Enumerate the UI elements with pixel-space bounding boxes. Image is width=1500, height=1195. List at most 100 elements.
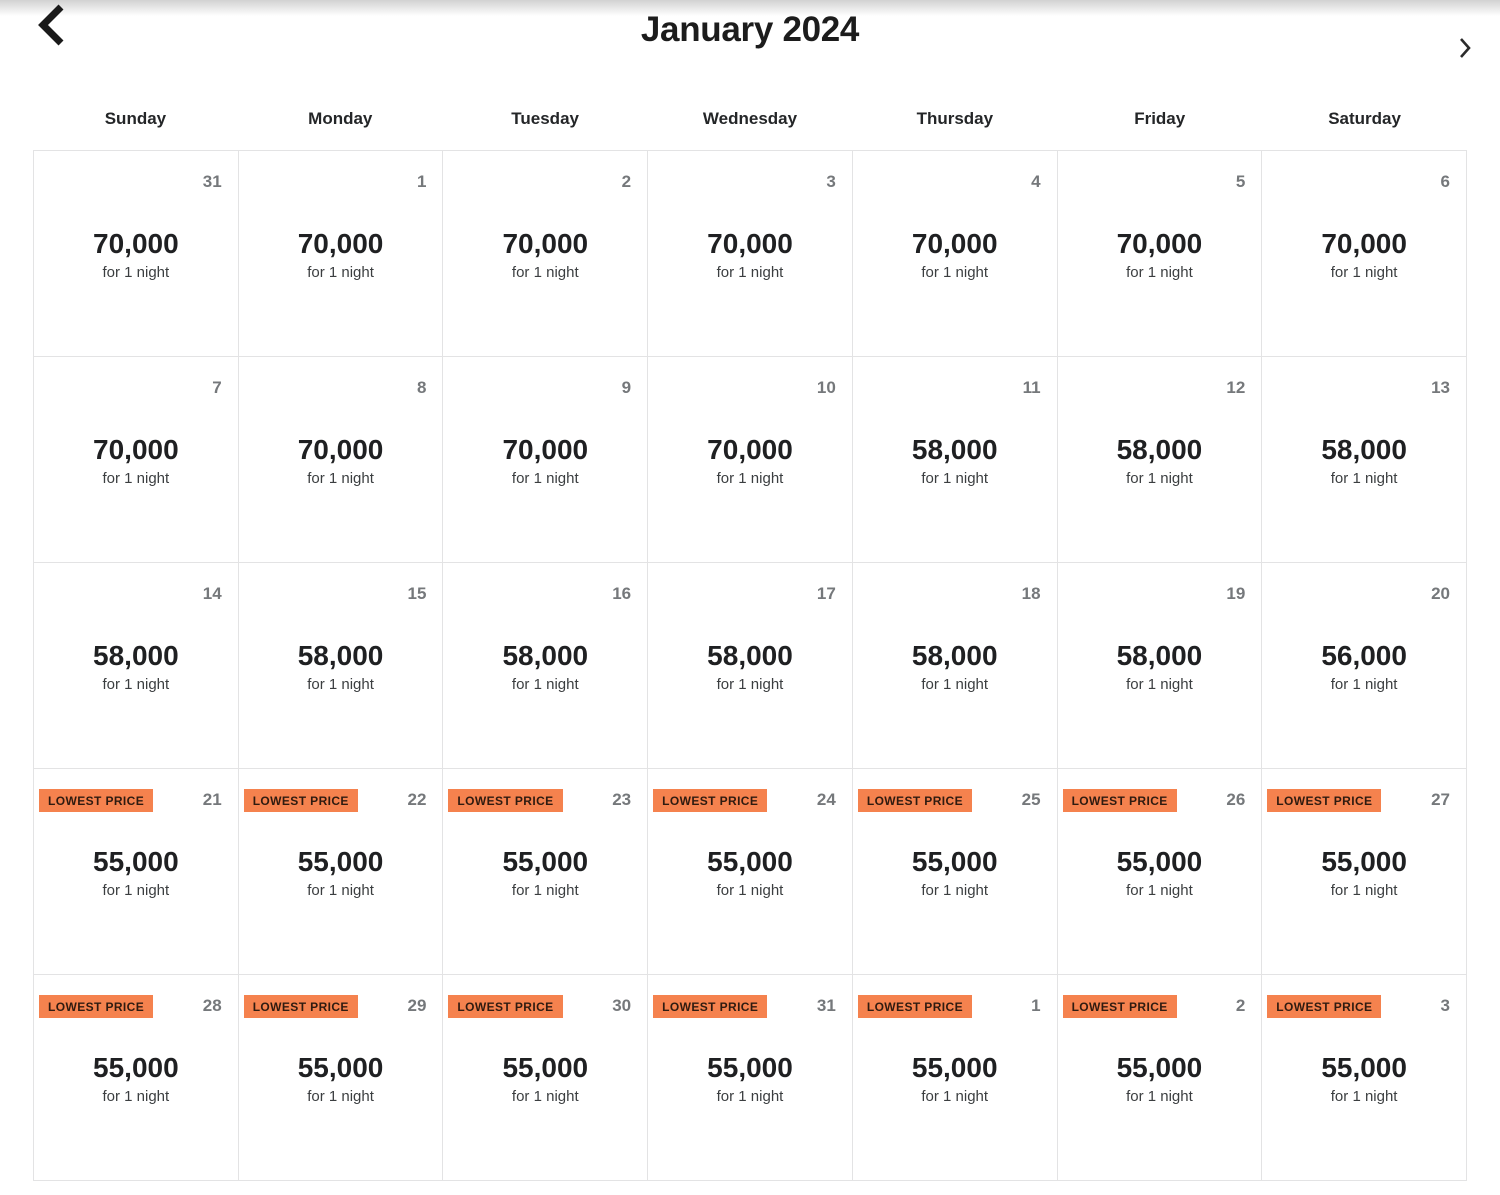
price-value: 58,000 xyxy=(1321,434,1407,465)
price-unit-label: for 1 night xyxy=(921,676,989,693)
calendar-day-cell[interactable]: 11 58,000 for 1 night xyxy=(852,357,1058,563)
calendar-day-cell[interactable]: LOWEST PRICE 2 55,000 for 1 night xyxy=(1057,975,1263,1181)
calendar-day-cell[interactable]: 7 70,000 for 1 night xyxy=(34,357,239,563)
calendar-day-cell[interactable]: LOWEST PRICE 3 55,000 for 1 night xyxy=(1262,975,1467,1181)
calendar-day-cell[interactable]: 10 70,000 for 1 night xyxy=(648,357,853,563)
cell-top-row: LOWEST PRICE 25 xyxy=(857,787,1041,813)
day-number: 4 xyxy=(1031,172,1041,191)
calendar-day-cell[interactable]: 15 58,000 for 1 night xyxy=(238,563,444,769)
price-unit-label: for 1 night xyxy=(511,676,579,693)
calendar-day-cell[interactable]: LOWEST PRICE 23 55,000 for 1 night xyxy=(443,769,649,975)
price-unit-label: for 1 night xyxy=(307,676,374,693)
calendar-day-cell[interactable]: 13 58,000 for 1 night xyxy=(1262,357,1467,563)
calendar-day-cell[interactable]: 2 70,000 for 1 night xyxy=(443,151,649,357)
price-value: 55,000 xyxy=(1116,1052,1203,1083)
cell-top-row: LOWEST PRICE 27 xyxy=(1267,787,1450,813)
calendar-day-cell[interactable]: LOWEST PRICE 28 55,000 for 1 night xyxy=(34,975,239,1181)
calendar-day-cell[interactable]: LOWEST PRICE 21 55,000 for 1 night xyxy=(34,769,239,975)
calendar-day-cell[interactable]: 3 70,000 for 1 night xyxy=(648,151,853,357)
lowest-price-badge: LOWEST PRICE xyxy=(653,788,768,812)
calendar-day-cell[interactable]: LOWEST PRICE 1 55,000 for 1 night xyxy=(852,975,1058,1181)
price-unit-label: for 1 night xyxy=(921,470,989,487)
price-unit-label: for 1 night xyxy=(1126,882,1193,899)
day-number: 6 xyxy=(1440,172,1450,191)
price-unit-label: for 1 night xyxy=(102,264,170,281)
calendar-day-cell[interactable]: 17 58,000 for 1 night xyxy=(648,563,853,769)
previous-month-button[interactable] xyxy=(34,2,68,51)
weekday-label: Saturday xyxy=(1328,109,1401,128)
price-unit-label: for 1 night xyxy=(307,264,374,281)
day-number: 3 xyxy=(1440,996,1450,1015)
day-number: 9 xyxy=(621,378,632,397)
cell-top-row: LOWEST PRICE 3 xyxy=(1267,993,1450,1019)
calendar-day-cell[interactable]: LOWEST PRICE 22 55,000 for 1 night xyxy=(238,769,444,975)
day-number: 5 xyxy=(1235,172,1246,191)
calendar-day-cell[interactable]: 4 70,000 for 1 night xyxy=(852,151,1058,357)
day-number: 25 xyxy=(1021,790,1041,809)
price-value: 58,000 xyxy=(1116,640,1203,671)
day-number: 27 xyxy=(1431,790,1450,809)
price-unit-label: for 1 night xyxy=(921,882,989,899)
calendar-day-cell[interactable]: 18 58,000 for 1 night xyxy=(852,563,1058,769)
price-value: 70,000 xyxy=(707,228,793,259)
day-number: 28 xyxy=(202,996,222,1015)
price-unit-label: for 1 night xyxy=(716,676,784,693)
calendar-day-cell[interactable]: 1 70,000 for 1 night xyxy=(238,151,444,357)
cell-top-row: 10 xyxy=(653,375,836,401)
cell-top-row: LOWEST PRICE 31 xyxy=(653,993,836,1019)
day-number: 22 xyxy=(407,790,427,809)
day-number: 2 xyxy=(1235,996,1246,1015)
calendar-body: Sunday Monday Tuesday Wednesday Thursday Frid… xyxy=(33,88,1467,1181)
calendar-day-cell[interactable]: 8 70,000 for 1 night xyxy=(238,357,444,563)
calendar-day-cell[interactable]: 20 56,000 for 1 night xyxy=(1262,563,1467,769)
calendar-day-cell[interactable]: LOWEST PRICE 27 55,000 for 1 night xyxy=(1262,769,1467,975)
cell-top-row: LOWEST PRICE 29 xyxy=(243,993,426,1019)
calendar-day-cell[interactable]: 12 58,000 for 1 night xyxy=(1057,357,1263,563)
calendar-day-cell[interactable]: LOWEST PRICE 31 55,000 for 1 night xyxy=(648,975,853,1181)
calendar-day-cell[interactable]: 16 58,000 for 1 night xyxy=(443,563,649,769)
cell-top-row: 13 xyxy=(1267,375,1450,401)
lowest-price-badge: LOWEST PRICE xyxy=(448,994,563,1018)
price-unit-label: for 1 night xyxy=(1126,470,1193,487)
price-unit-label: for 1 night xyxy=(716,470,784,487)
price-unit-label: for 1 night xyxy=(102,676,170,693)
price-unit-label: for 1 night xyxy=(1330,676,1398,693)
price-value: 55,000 xyxy=(707,846,793,877)
price-value: 58,000 xyxy=(1116,434,1203,465)
cell-top-row: 19 xyxy=(1063,581,1245,607)
weekday-label: Thursday xyxy=(916,109,994,128)
day-number: 13 xyxy=(1431,378,1450,397)
cell-top-row: 31 xyxy=(39,169,222,195)
calendar-day-cell[interactable]: 6 70,000 for 1 night xyxy=(1262,151,1467,357)
price-value: 55,000 xyxy=(502,1052,589,1083)
cell-top-row: 8 xyxy=(244,375,426,401)
day-number: 30 xyxy=(612,996,632,1015)
price-value: 58,000 xyxy=(911,640,998,671)
weekday-label: Sunday xyxy=(104,109,167,128)
calendar-day-cell[interactable]: LOWEST PRICE 26 55,000 for 1 night xyxy=(1057,769,1263,975)
next-month-button[interactable] xyxy=(1455,34,1474,65)
calendar-day-cell[interactable]: LOWEST PRICE 24 55,000 for 1 night xyxy=(648,769,853,975)
price-value: 70,000 xyxy=(502,434,589,465)
calendar-day-cell[interactable]: 14 58,000 for 1 night xyxy=(34,563,239,769)
price-unit-label: for 1 night xyxy=(921,264,989,281)
day-number: 15 xyxy=(407,584,427,603)
calendar-day-cell[interactable]: 19 58,000 for 1 night xyxy=(1057,563,1263,769)
price-unit-label: for 1 night xyxy=(511,470,579,487)
day-number: 11 xyxy=(1022,378,1041,397)
price-value: 55,000 xyxy=(502,846,589,877)
lowest-price-badge: LOWEST PRICE xyxy=(1062,994,1177,1018)
calendar-day-cell[interactable]: 31 70,000 for 1 night xyxy=(34,151,239,357)
cell-top-row: LOWEST PRICE 30 xyxy=(448,993,631,1019)
day-number: 17 xyxy=(816,584,836,603)
price-value: 58,000 xyxy=(707,640,793,671)
price-value: 70,000 xyxy=(93,434,179,465)
lowest-price-badge: LOWEST PRICE xyxy=(857,994,972,1018)
calendar-day-cell[interactable]: LOWEST PRICE 25 55,000 for 1 night xyxy=(852,769,1058,975)
calendar-day-cell[interactable]: LOWEST PRICE 29 55,000 for 1 night xyxy=(238,975,444,1181)
calendar-day-cell[interactable]: LOWEST PRICE 30 55,000 for 1 night xyxy=(443,975,649,1181)
lowest-price-badge: LOWEST PRICE xyxy=(243,994,358,1018)
calendar-day-cell[interactable]: 9 70,000 for 1 night xyxy=(443,357,649,563)
calendar-day-cell[interactable]: 5 70,000 for 1 night xyxy=(1057,151,1263,357)
lowest-price-badge: LOWEST PRICE xyxy=(653,994,768,1018)
